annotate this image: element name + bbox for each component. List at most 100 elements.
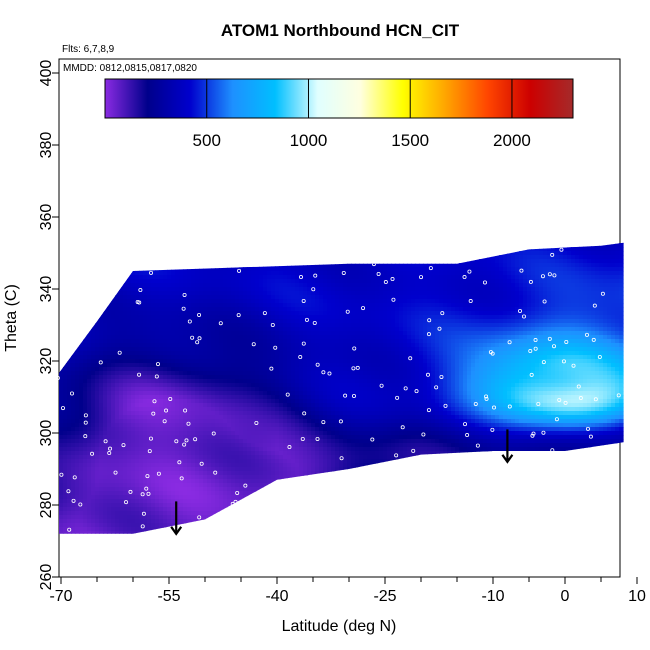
heatmap-cell [435, 275, 440, 280]
heatmap-cell [403, 267, 408, 272]
heatmap-cell [499, 291, 504, 296]
heatmap-cell [591, 279, 596, 284]
heatmap-cell [115, 331, 120, 336]
heatmap-cell [327, 371, 332, 376]
heatmap-cell [503, 275, 508, 280]
heatmap-cell [423, 323, 428, 328]
heatmap-cell [495, 291, 500, 296]
heatmap-cell [111, 367, 116, 372]
heatmap-cell [479, 319, 484, 324]
heatmap-cell [527, 383, 532, 388]
heatmap-cell [399, 271, 404, 276]
heatmap-cell [59, 371, 64, 376]
heatmap-cell [163, 327, 168, 332]
heatmap-cell [91, 375, 96, 380]
heatmap-cell [231, 379, 236, 384]
heatmap-cell [127, 315, 132, 320]
heatmap-cell [283, 283, 288, 288]
heatmap-cell [135, 343, 140, 348]
heatmap-cell [115, 315, 120, 320]
heatmap-cell [391, 379, 396, 384]
heatmap-cell [175, 379, 180, 384]
heatmap-cell [583, 251, 588, 256]
heatmap-cell [103, 395, 108, 400]
heatmap-cell [499, 387, 504, 392]
heatmap-cell [375, 339, 380, 344]
heatmap-cell [431, 335, 436, 340]
heatmap-cell [399, 383, 404, 388]
heatmap-cell [227, 311, 232, 316]
heatmap-cell [335, 355, 340, 360]
heatmap-cell [303, 311, 308, 316]
heatmap-cell [175, 295, 180, 300]
heatmap-cell [607, 331, 612, 336]
heatmap-cell [547, 251, 552, 256]
heatmap-cell [531, 347, 536, 352]
heatmap-cell [583, 311, 588, 316]
heatmap-cell [475, 395, 480, 400]
heatmap-cell [151, 367, 156, 372]
heatmap-cell [439, 351, 444, 356]
heatmap-cell [363, 383, 368, 388]
heatmap-cell [303, 355, 308, 360]
heatmap-cell [359, 347, 364, 352]
heatmap-cell [243, 391, 248, 396]
heatmap-cell [399, 371, 404, 376]
heatmap-cell [439, 307, 444, 312]
heatmap-cell [611, 339, 616, 344]
heatmap-cell [147, 363, 152, 368]
heatmap-cell [227, 323, 232, 328]
heatmap-cell [167, 275, 172, 280]
heatmap-cell [559, 383, 564, 388]
heatmap-cell [99, 331, 104, 336]
heatmap-cell [207, 319, 212, 324]
heatmap-cell [183, 351, 188, 356]
heatmap-cell [379, 379, 384, 384]
heatmap-cell [519, 327, 524, 332]
heatmap-cell [271, 371, 276, 376]
heatmap-cell [171, 339, 176, 344]
heatmap-cell [395, 359, 400, 364]
heatmap-cell [323, 279, 328, 284]
heatmap-cell [427, 367, 432, 372]
heatmap-cell [247, 343, 252, 348]
heatmap-cell [239, 343, 244, 348]
heatmap-cell [619, 311, 624, 316]
heatmap-cell [287, 351, 292, 356]
heatmap-cell [555, 279, 560, 284]
heatmap-cell [351, 303, 356, 308]
heatmap-cell [195, 379, 200, 384]
heatmap-cell [103, 335, 108, 340]
heatmap-cell [295, 395, 300, 400]
heatmap-cell [99, 315, 104, 320]
heatmap-cell [619, 331, 624, 336]
heatmap-cell [419, 271, 424, 276]
heatmap-cell [291, 267, 296, 272]
heatmap-cell [311, 307, 316, 312]
heatmap-cell [143, 283, 148, 288]
heatmap-cell [455, 331, 460, 336]
heatmap-cell [547, 351, 552, 356]
heatmap-cell [207, 391, 212, 396]
heatmap-cell [483, 391, 488, 396]
heatmap-cell [183, 295, 188, 300]
heatmap-cell [599, 311, 604, 316]
heatmap-cell [411, 371, 416, 376]
heatmap-cell [403, 339, 408, 344]
heatmap-cell [227, 359, 232, 364]
heatmap-cell [487, 391, 492, 396]
heatmap-cell [179, 287, 184, 292]
heatmap-cell [135, 387, 140, 392]
heatmap-cell [479, 311, 484, 316]
heatmap-cell [123, 295, 128, 300]
heatmap-cell [535, 363, 540, 368]
heatmap-cell [607, 379, 612, 384]
heatmap-cell [439, 379, 444, 384]
heatmap-cell [451, 347, 456, 352]
heatmap-cell [395, 371, 400, 376]
heatmap-cell [515, 335, 520, 340]
heatmap-cell [203, 335, 208, 340]
heatmap-cell [587, 371, 592, 376]
heatmap-cell [523, 355, 528, 360]
heatmap-cell [287, 367, 292, 372]
